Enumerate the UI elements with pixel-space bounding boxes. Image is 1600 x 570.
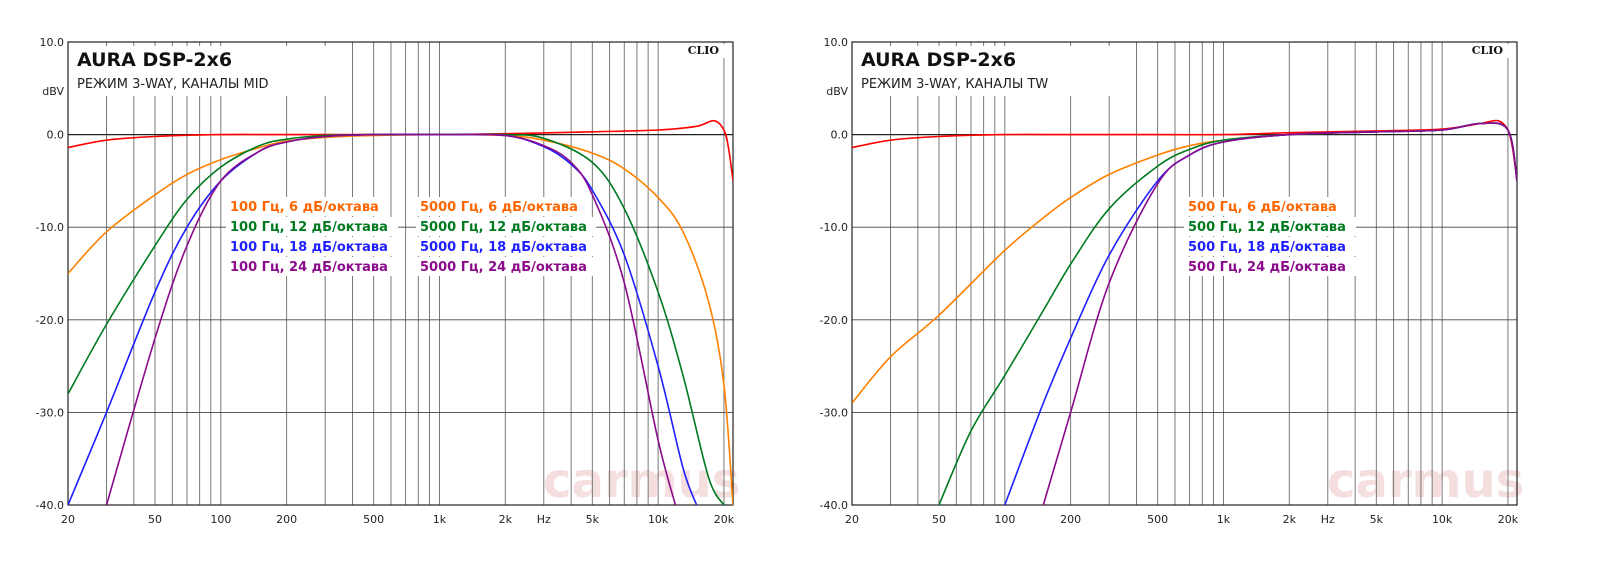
legend-item-background: [416, 237, 597, 256]
legend-item-background: [416, 217, 597, 236]
x-tick-label: 1k: [433, 513, 447, 526]
chart-subtitle: РЕЖИМ 3-WAY, КАНАЛЫ TW: [861, 77, 1048, 92]
legend-item-background: [416, 257, 597, 276]
x-tick-label: 500: [1147, 513, 1168, 526]
legend-item-background: [226, 197, 390, 216]
x-tick-label: 20: [61, 513, 75, 526]
x-tick-label: 20k: [1498, 513, 1519, 526]
x-tick-label: 100: [994, 513, 1015, 526]
brand-label: CLIO: [688, 44, 720, 57]
x-tick-label: 200: [276, 513, 297, 526]
y-axis-label: dBV: [42, 85, 64, 98]
legend-item-background: [1184, 257, 1356, 276]
legend-item: 500 Гц, 18 дБ/октава: [1188, 240, 1346, 255]
watermark: carmus: [543, 453, 740, 509]
y-tick-label: -20.0: [820, 314, 848, 327]
brand-background: [681, 44, 727, 58]
y-tick-label: -30.0: [36, 406, 64, 419]
plot-frame: [851, 41, 1518, 506]
y-tick-label: 0.0: [47, 129, 65, 142]
chart-panel-1: carmus 10.0 0.0 -10.0 -20.0 -30.0 -40.0 dBV 20 50…: [36, 36, 741, 526]
curves: [68, 119, 733, 505]
legend-item: 500 Гц, 24 дБ/октава: [1188, 260, 1346, 275]
y-tick-label: -20.0: [36, 314, 64, 327]
brand-background: [1465, 44, 1511, 58]
legend-item: 100 Гц, 6 дБ/октава: [230, 200, 379, 215]
x-tick-label: 50: [148, 513, 162, 526]
legend-item-background: [1184, 217, 1356, 236]
y-tick-label: 10.0: [40, 36, 65, 49]
x-axis-label: Hz: [537, 513, 551, 526]
x-tick-label: 20: [845, 513, 859, 526]
y-tick-label: 0.0: [831, 129, 849, 142]
legend-item-background: [226, 217, 398, 236]
legend-item: 5000 Гц, 12 дБ/октава: [420, 220, 587, 235]
y-tick-label: 10.0: [824, 36, 849, 49]
legend-item-background: [226, 237, 398, 256]
legend-item: 5000 Гц, 18 дБ/октава: [420, 240, 587, 255]
y-tick-label: -40.0: [820, 499, 848, 512]
legend-item: 5000 Гц, 24 дБ/октава: [420, 260, 587, 275]
x-tick-label: 50: [932, 513, 946, 526]
legend-item: 100 Гц, 18 дБ/октава: [230, 240, 388, 255]
legend-item-background: [1184, 197, 1348, 216]
legend-item-background: [416, 197, 588, 216]
chart-subtitle: РЕЖИМ 3-WAY, КАНАЛЫ MID: [77, 77, 269, 92]
series-line-1: [68, 119, 733, 182]
x-tick-label: 10k: [648, 513, 669, 526]
legend-item-background: [226, 257, 398, 276]
series-line-4: [1004, 122, 1517, 505]
legend-item: 100 Гц, 12 дБ/октава: [230, 220, 388, 235]
series-line-5: [1042, 122, 1517, 505]
y-tick-label: -30.0: [820, 406, 848, 419]
watermark: carmus: [1327, 453, 1524, 509]
chart-title: AURA DSP-2x6: [77, 49, 232, 71]
legend-item: 500 Гц, 12 дБ/октава: [1188, 220, 1346, 235]
series-line-1: [852, 119, 1517, 182]
x-tick-label: 10k: [1432, 513, 1453, 526]
x-tick-label: 500: [363, 513, 384, 526]
x-tick-label: 2k: [1283, 513, 1297, 526]
series-line-5: [105, 133, 677, 505]
chart-panel-2: carmus 10.0 0.0 -10.0 -20.0 -30.0 -40.0 dBV 20 50…: [820, 36, 1525, 526]
x-tick-label: 200: [1060, 513, 1081, 526]
title-background: [858, 46, 1110, 96]
legend-item-background: [1184, 237, 1356, 256]
legend-item: 5000 Гц, 6 дБ/октава: [420, 200, 578, 215]
x-tick-label: 100: [210, 513, 231, 526]
brand-label: CLIO: [1472, 44, 1504, 57]
plot-frame: [67, 41, 734, 506]
y-tick-label: -40.0: [36, 499, 64, 512]
legend-item: 100 Гц, 24 дБ/октава: [230, 260, 388, 275]
x-tick-label: 2k: [499, 513, 513, 526]
curves: [852, 119, 1517, 505]
x-axis-label: Hz: [1321, 513, 1335, 526]
legend-item: 500 Гц, 6 дБ/октава: [1188, 200, 1337, 215]
y-axis-label: dBV: [826, 85, 848, 98]
x-tick-label: 20k: [714, 513, 735, 526]
x-tick-label: 5k: [586, 513, 600, 526]
title-background: [74, 46, 326, 96]
chart-title: AURA DSP-2x6: [861, 49, 1016, 71]
x-tick-label: 1k: [1217, 513, 1231, 526]
x-tick-label: 5k: [1370, 513, 1384, 526]
y-tick-label: -10.0: [820, 221, 848, 234]
y-tick-label: -10.0: [36, 221, 64, 234]
